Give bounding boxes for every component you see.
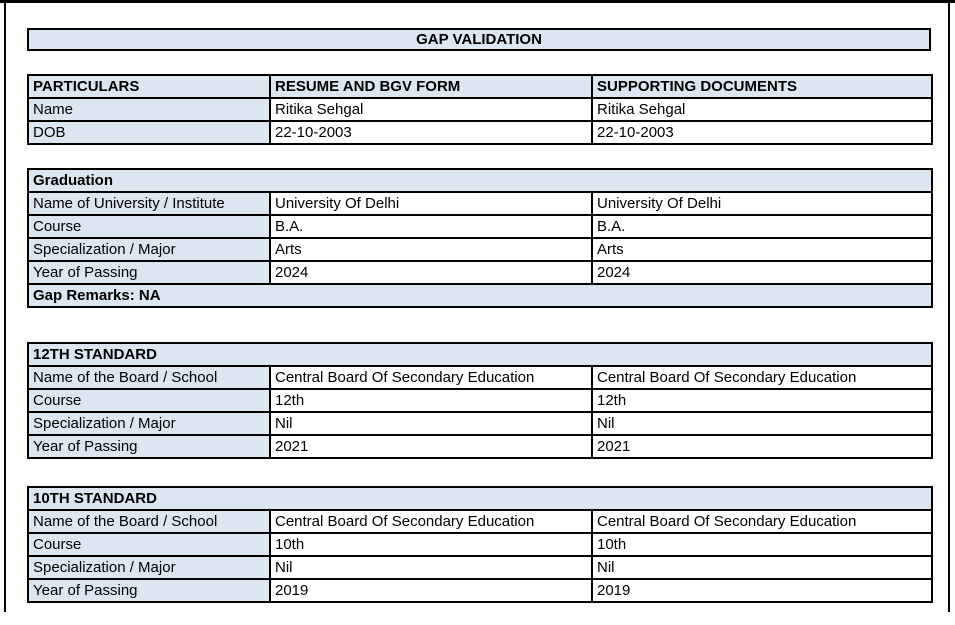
supporting-value: 12th	[590, 388, 934, 413]
supporting-value: 2024	[590, 260, 934, 285]
row-label: Course	[27, 388, 271, 413]
table-row: Year of Passing 2019 2019	[27, 578, 934, 603]
supporting-value: University Of Delhi	[590, 191, 934, 216]
table-row: Name of the Board / School Central Board…	[27, 365, 934, 390]
resume-value: 10th	[269, 532, 593, 557]
supporting-value: Arts	[590, 237, 934, 262]
table-row: Specialization / Major Arts Arts	[27, 237, 934, 262]
gap-remarks-row: Gap Remarks: NA	[26, 283, 934, 308]
row-label: Specialization / Major	[27, 411, 271, 436]
row-label: Course	[27, 532, 271, 557]
row-label: Name of the Board / School	[27, 509, 271, 534]
row-label: DOB	[27, 120, 271, 145]
resume-value: 2021	[269, 434, 593, 459]
resume-value: University Of Delhi	[269, 191, 593, 216]
supporting-value: Central Board Of Secondary Education	[590, 365, 934, 390]
table-row: Year of Passing 2021 2021	[27, 434, 934, 459]
resume-value: 22-10-2003	[269, 120, 593, 145]
section-header-row: 12TH STANDARD	[26, 342, 934, 367]
tenth-standard-table: 10TH STANDARD Name of the Board / School…	[26, 486, 934, 603]
supporting-value: Ritika Sehgal	[591, 97, 933, 122]
row-label: Year of Passing	[27, 434, 271, 459]
table-row: Year of Passing 2024 2024	[27, 260, 934, 285]
table-row: Course 12th 12th	[27, 388, 934, 413]
gap-remarks: Gap Remarks: NA	[26, 283, 934, 308]
supporting-value: 2021	[590, 434, 934, 459]
resume-value: Central Board Of Secondary Education	[269, 509, 593, 534]
section-header-row: 10TH STANDARD	[26, 486, 934, 511]
section-title: 12TH STANDARD	[26, 342, 934, 367]
row-label: Specialization / Major	[27, 555, 271, 580]
table-row: Specialization / Major Nil Nil	[27, 555, 934, 580]
column-header-resume-bgv: RESUME AND BGV FORM	[269, 74, 593, 99]
resume-value: 2019	[269, 578, 593, 603]
resume-value: Nil	[269, 555, 593, 580]
table-row: Course 10th 10th	[27, 532, 934, 557]
table-row: Name of the Board / School Central Board…	[27, 509, 934, 534]
table-row: Specialization / Major Nil Nil	[27, 411, 934, 436]
supporting-value: Nil	[590, 411, 934, 436]
table-row-name: Name Ritika Sehgal Ritika Sehgal	[27, 97, 933, 122]
resume-value: Ritika Sehgal	[269, 97, 593, 122]
row-label: Year of Passing	[27, 260, 271, 285]
table-row-dob: DOB 22-10-2003 22-10-2003	[27, 120, 933, 145]
row-label: Specialization / Major	[27, 237, 271, 262]
resume-value: Arts	[269, 237, 593, 262]
row-label: Course	[27, 214, 271, 239]
supporting-value: 10th	[590, 532, 934, 557]
row-label: Name of University / Institute	[27, 191, 271, 216]
twelfth-standard-table: 12TH STANDARD Name of the Board / School…	[26, 342, 934, 459]
section-title: 10TH STANDARD	[26, 486, 934, 511]
supporting-value: Central Board Of Secondary Education	[590, 509, 934, 534]
graduation-table: Graduation Name of University / Institut…	[26, 168, 934, 308]
resume-value: 12th	[269, 388, 593, 413]
resume-value: 2024	[269, 260, 593, 285]
supporting-value: 2019	[590, 578, 934, 603]
resume-value: Nil	[269, 411, 593, 436]
supporting-value: Nil	[590, 555, 934, 580]
row-label: Year of Passing	[27, 578, 271, 603]
resume-value: B.A.	[269, 214, 593, 239]
table-row: Course B.A. B.A.	[27, 214, 934, 239]
section-title: Graduation	[26, 168, 934, 193]
row-label: Name of the Board / School	[27, 365, 271, 390]
resume-value: Central Board Of Secondary Education	[269, 365, 593, 390]
candidate-info-table: PARTICULARS RESUME AND BGV FORM SUPPORTI…	[27, 74, 933, 145]
page-top-border	[0, 0, 955, 3]
page-title: GAP VALIDATION	[27, 28, 931, 51]
supporting-value: 22-10-2003	[591, 120, 933, 145]
supporting-value: B.A.	[590, 214, 934, 239]
column-header-supporting-docs: SUPPORTING DOCUMENTS	[591, 74, 933, 99]
table-row: Name of University / Institute Universit…	[27, 191, 934, 216]
table-header-row: PARTICULARS RESUME AND BGV FORM SUPPORTI…	[27, 74, 933, 99]
row-label: Name	[27, 97, 271, 122]
column-header-particulars: PARTICULARS	[27, 74, 271, 99]
section-header-row: Graduation	[26, 168, 934, 193]
